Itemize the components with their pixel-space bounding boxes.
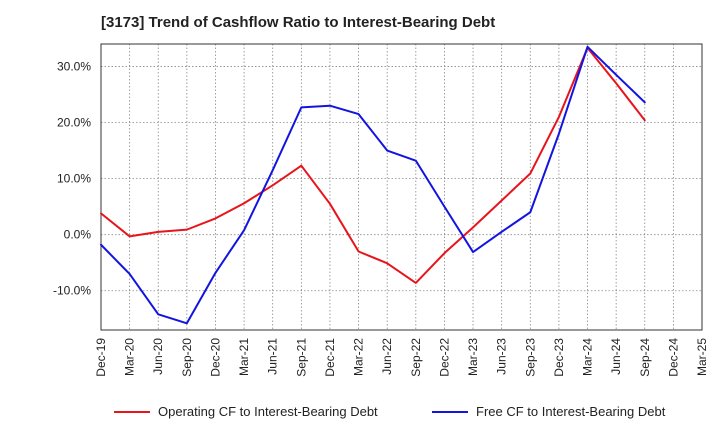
plot-area-border: [100, 43, 703, 331]
x-tick-label: Jun-23: [495, 338, 509, 375]
y-tick-label: 10.0%: [57, 172, 91, 186]
x-tick-label: Dec-23: [552, 338, 566, 377]
x-tick-label: Mar-24: [581, 338, 595, 376]
x-tick-label: Sep-21: [294, 338, 308, 377]
legend-swatch-free-cf: [432, 410, 468, 413]
x-tick-label: Jun-24: [609, 338, 623, 375]
x-tick-label: Sep-24: [638, 338, 652, 377]
x-tick-label: Mar-21: [237, 338, 251, 376]
x-tick-label: Sep-23: [523, 338, 537, 377]
x-tick-label: Mar-23: [466, 338, 480, 376]
y-tick-label: 20.0%: [57, 116, 91, 130]
legend-item-free-cf: Free CF to Interest-Bearing Debt: [432, 404, 665, 419]
series-line-free-cf: [100, 45, 646, 325]
y-tick-label: 0.0%: [64, 228, 92, 242]
legend-label-operating-cf: Operating CF to Interest-Bearing Debt: [158, 404, 378, 419]
grid-layer: [100, 44, 703, 330]
x-tick-label: Jun-21: [266, 338, 280, 375]
legend-swatch-operating-cf: [114, 410, 150, 413]
chart-title: [3173] Trend of Cashflow Ratio to Intere…: [101, 14, 496, 31]
series-line-operating-cf: [100, 46, 646, 284]
x-tick-label: Dec-22: [437, 338, 451, 377]
y-tick-label: -10.0%: [53, 284, 91, 298]
x-tick-label: Mar-20: [123, 338, 137, 376]
axis-layer: -10.0% 0.0% 10.0% 20.0% 30.0% Dec-19 Mar-20 Jun…: [53, 43, 709, 377]
x-tick-label: Mar-22: [352, 338, 366, 376]
legend-item-operating-cf: Operating CF to Interest-Bearing Debt: [114, 404, 378, 419]
x-tick-label: Dec-19: [94, 338, 108, 377]
series-layer: [100, 45, 646, 325]
x-tick-label: Jun-22: [380, 338, 394, 375]
x-tick-label: Sep-20: [180, 338, 194, 377]
x-tick-label: Mar-25: [695, 338, 709, 376]
x-tick-label: Dec-20: [208, 338, 222, 377]
x-tick-label: Jun-20: [151, 338, 165, 375]
legend-label-free-cf: Free CF to Interest-Bearing Debt: [476, 404, 666, 419]
x-tick-label: Sep-22: [409, 338, 423, 377]
y-tick-label: 30.0%: [57, 59, 91, 73]
x-tick-label: Dec-24: [666, 338, 680, 377]
x-tick-label: Dec-21: [323, 338, 337, 377]
